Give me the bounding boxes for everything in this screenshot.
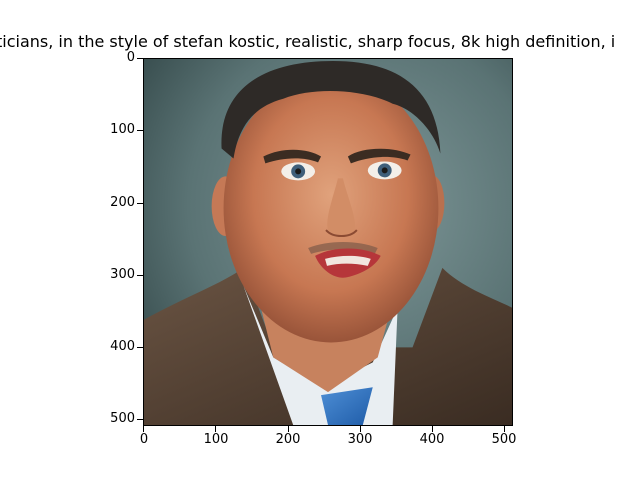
x-tick-400 [432,426,433,432]
plot-title: ticians, in the style of stefan kostic, … [0,32,616,51]
y-tick-label: 0 [126,50,135,65]
x-tick-label: 100 [203,432,229,447]
y-tick-label: 400 [110,339,135,354]
y-tick-label: 300 [110,267,135,282]
x-tick-300 [360,426,361,432]
y-tick-500 [137,419,143,420]
x-tick-label: 200 [275,432,301,447]
x-tick-label: 300 [347,432,373,447]
y-tick-0 [137,58,143,59]
x-tick-label: 400 [419,432,445,447]
y-tick-label: 200 [110,195,135,210]
portrait-image [144,59,512,425]
x-tick-100 [215,426,216,432]
y-tick-label: 500 [110,411,135,426]
y-tick-300 [137,275,143,276]
x-tick-500 [504,426,505,432]
x-tick-0 [143,426,144,432]
y-tick-400 [137,347,143,348]
image-axes [143,58,513,426]
y-tick-label: 100 [110,122,135,137]
y-tick-100 [137,130,143,131]
x-tick-label: 500 [491,432,517,447]
x-tick-label: 0 [139,432,149,447]
y-tick-200 [137,203,143,204]
x-tick-200 [288,426,289,432]
